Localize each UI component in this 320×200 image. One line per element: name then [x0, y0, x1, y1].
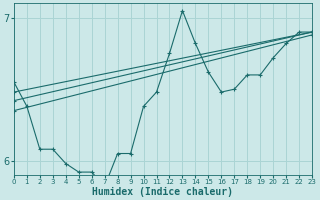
X-axis label: Humidex (Indice chaleur): Humidex (Indice chaleur) [92, 186, 234, 197]
